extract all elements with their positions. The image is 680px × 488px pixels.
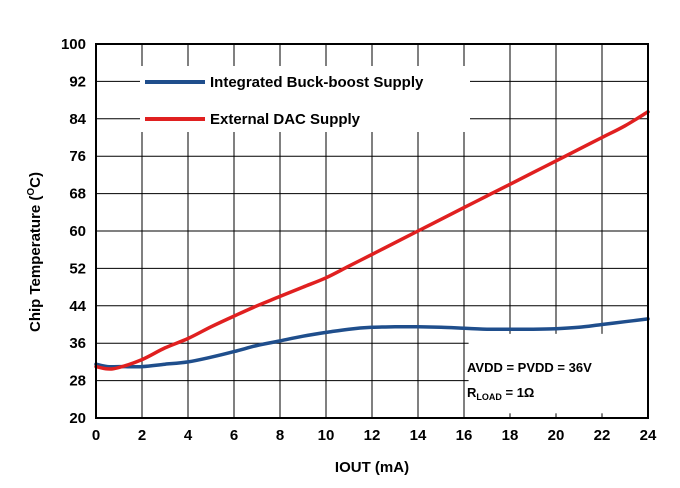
x-tick-label: 12 bbox=[364, 427, 381, 444]
annotation-load-value: = 1Ω bbox=[502, 385, 534, 400]
plot-frame bbox=[95, 43, 649, 419]
legend: Integrated Buck-boost Supply External DA… bbox=[145, 74, 424, 128]
x-tick-label: 8 bbox=[276, 427, 284, 444]
y-tick-label: 84 bbox=[69, 111, 86, 128]
y-axis-label-degree: O bbox=[26, 188, 37, 196]
y-tick-label: 28 bbox=[69, 373, 86, 390]
plot-border bbox=[95, 43, 649, 419]
y-axis-label-suffix: C) bbox=[27, 172, 44, 188]
x-tick-label: 4 bbox=[184, 427, 193, 444]
x-tick-label: 16 bbox=[456, 427, 473, 444]
y-tick-label: 20 bbox=[69, 410, 86, 427]
x-axis-label: IOUT (mA) bbox=[335, 459, 409, 476]
x-tick-label: 20 bbox=[548, 427, 565, 444]
annotation: AVDD = PVDD = 36V RLOAD = 1Ω bbox=[467, 360, 592, 402]
annotation-load-r: R bbox=[467, 385, 477, 400]
y-tick-label: 36 bbox=[69, 335, 86, 352]
legend-label-buck-boost: Integrated Buck-boost Supply bbox=[210, 74, 424, 91]
y-axis-label: Chip Temperature (OC) bbox=[26, 172, 44, 332]
y-tick-label: 44 bbox=[69, 298, 86, 315]
x-tick-label: 14 bbox=[410, 427, 427, 444]
y-tick-label: 76 bbox=[69, 148, 86, 165]
y-tick-label: 100 bbox=[61, 36, 86, 53]
x-tick-labels: 0 2 4 6 8 10 12 14 16 18 20 22 24 bbox=[92, 427, 657, 444]
x-tick-label: 22 bbox=[594, 427, 611, 444]
series-line-external-dac bbox=[94, 110, 650, 371]
annotation-load-resistance: RLOAD = 1Ω bbox=[467, 385, 534, 402]
legend-label-external-dac: External DAC Supply bbox=[210, 111, 361, 128]
y-tick-label: 92 bbox=[69, 73, 86, 90]
y-tick-label: 60 bbox=[69, 223, 86, 240]
annotation-box bbox=[468, 333, 648, 414]
series-line-buck-boost bbox=[94, 317, 650, 369]
x-tick-label: 0 bbox=[92, 427, 100, 444]
x-tick-label: 2 bbox=[138, 427, 146, 444]
y-tick-label: 52 bbox=[69, 260, 86, 277]
x-tick-label: 24 bbox=[640, 427, 657, 444]
y-axis-label-prefix: Chip Temperature ( bbox=[27, 196, 44, 332]
x-tick-label: 6 bbox=[230, 427, 238, 444]
annotation-supply-voltage: AVDD = PVDD = 36V bbox=[467, 360, 592, 375]
y-tick-labels: 20 28 36 44 52 60 68 76 84 92 100 bbox=[61, 36, 87, 427]
y-tick-label: 68 bbox=[69, 186, 86, 203]
series-lines bbox=[94, 110, 650, 371]
annotation-load-subscript: LOAD bbox=[476, 392, 502, 402]
x-tick-label: 10 bbox=[318, 427, 335, 444]
x-tick-label: 18 bbox=[502, 427, 519, 444]
